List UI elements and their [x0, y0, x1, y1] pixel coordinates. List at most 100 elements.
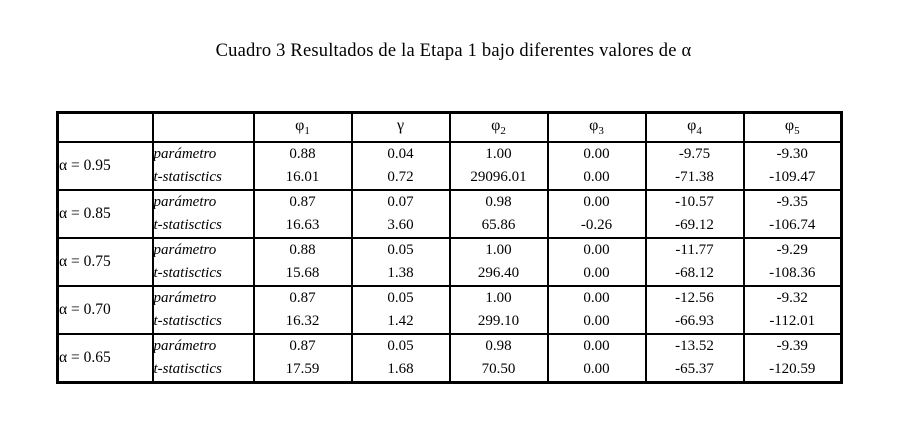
value-cell: 299.10: [448, 310, 549, 334]
alpha-label: α = 0.65: [56, 333, 154, 383]
header-cell-gamma: γ: [350, 112, 451, 143]
table-row: α = 0.85 parámetro 0.87 0.07 0.98 0.00 -…: [56, 189, 843, 238]
value-cell: 0.00: [546, 189, 647, 214]
row-label-parametro: parámetro: [151, 333, 255, 358]
value-cell: 0.00: [546, 333, 647, 358]
value-cell: 0.72: [350, 166, 451, 190]
value-cell: -112.01: [742, 310, 843, 334]
phi2-symbol: φ: [491, 117, 501, 135]
table-header-row: φ1 γ φ2 φ3 φ4 φ5: [56, 112, 843, 143]
phi1-subscript: 1: [304, 125, 310, 138]
value-cell: 296.40: [448, 262, 549, 286]
value-cell: 1.00: [448, 285, 549, 310]
value-cell: 0.87: [252, 189, 353, 214]
value-cell: -65.37: [644, 358, 745, 383]
results-table: φ1 γ φ2 φ3 φ4 φ5 α = 0.95 parámetro 0.88…: [56, 111, 843, 384]
value-cell: 1.00: [448, 237, 549, 262]
phi5-symbol: φ: [784, 117, 795, 135]
value-cell: -9.35: [742, 189, 843, 214]
value-cell: 16.63: [252, 214, 353, 238]
value-cell: 0.00: [546, 285, 647, 310]
value-cell: -13.52: [644, 333, 745, 358]
value-cell: 0.98: [448, 333, 549, 358]
value-cell: -10.57: [644, 189, 745, 214]
phi2-subscript: 2: [500, 125, 506, 138]
table-row: α = 0.75 parámetro 0.88 0.05 1.00 0.00 -…: [56, 237, 843, 286]
value-cell: 16.01: [252, 166, 353, 190]
alpha-label: α = 0.70: [56, 285, 154, 334]
alpha-label: α = 0.75: [56, 237, 154, 286]
table-row: α = 0.95 parámetro 0.88 0.04 1.00 0.00 -…: [56, 141, 843, 190]
table-row: t-statisctics 16.32 1.42 299.10 0.00 -66…: [58, 310, 843, 334]
row-label-parametro: parámetro: [151, 189, 255, 214]
value-cell: 15.68: [252, 262, 353, 286]
value-cell: 0.00: [546, 262, 647, 286]
value-cell: 0.05: [350, 237, 451, 262]
header-cell-phi5: φ5: [742, 112, 843, 143]
value-cell: 17.59: [252, 358, 353, 383]
value-cell: 0.88: [252, 237, 353, 262]
value-cell: 1.42: [350, 310, 451, 334]
value-cell: -106.74: [742, 214, 843, 238]
phi1-symbol: φ: [295, 117, 305, 135]
row-label-parametro: parámetro: [151, 141, 255, 166]
value-cell: -71.38: [644, 166, 745, 190]
value-cell: -9.29: [742, 237, 843, 262]
value-cell: 16.32: [252, 310, 353, 334]
value-cell: 0.00: [546, 141, 647, 166]
value-cell: 0.87: [252, 333, 353, 358]
header-cell-phi1: φ1: [252, 112, 353, 143]
value-cell: 1.68: [350, 358, 451, 383]
phi4-subscript: 4: [696, 125, 702, 138]
value-cell: -68.12: [644, 262, 745, 286]
header-cell-phi2: φ2: [448, 112, 549, 143]
header-cell-phi4: φ4: [644, 112, 745, 143]
table-row: t-statisctics 15.68 1.38 296.40 0.00 -68…: [58, 262, 843, 286]
row-label-tstatistics: t-statisctics: [151, 262, 255, 286]
row-label-tstatistics: t-statisctics: [151, 358, 255, 383]
value-cell: -9.75: [644, 141, 745, 166]
header-cell-empty-alpha: [56, 112, 154, 143]
value-cell: 0.88: [252, 141, 353, 166]
value-cell: 0.04: [350, 141, 451, 166]
value-cell: 0.05: [350, 285, 451, 310]
table-row: t-statisctics 16.63 3.60 65.86 -0.26 -69…: [58, 214, 843, 238]
value-cell: -66.93: [644, 310, 745, 334]
value-cell: 0.00: [546, 237, 647, 262]
alpha-label: α = 0.85: [56, 189, 154, 238]
table-row: α = 0.70 parámetro 0.87 0.05 1.00 0.00 -…: [56, 285, 843, 334]
value-cell: 70.50: [448, 358, 549, 383]
value-cell: -120.59: [742, 358, 843, 383]
header-cell-empty-label: [151, 112, 255, 143]
value-cell: 0.00: [546, 310, 647, 334]
value-cell: 1.00: [448, 141, 549, 166]
gamma-symbol: γ: [396, 117, 405, 135]
value-cell: -9.32: [742, 285, 843, 310]
page-title: Cuadro 3 Resultados de la Etapa 1 bajo d…: [215, 41, 692, 61]
value-cell: -9.30: [742, 141, 843, 166]
table-row: α = 0.65 parámetro 0.87 0.05 0.98 0.00 -…: [56, 333, 843, 383]
value-cell: -11.77: [644, 237, 745, 262]
row-label-tstatistics: t-statisctics: [151, 214, 255, 238]
value-cell: -12.56: [644, 285, 745, 310]
value-cell: -9.39: [742, 333, 843, 358]
value-cell: 0.05: [350, 333, 451, 358]
value-cell: 0.98: [448, 189, 549, 214]
row-label-tstatistics: t-statisctics: [151, 166, 255, 190]
row-label-tstatistics: t-statisctics: [151, 310, 255, 334]
phi5-subscript: 5: [794, 125, 800, 138]
value-cell: 3.60: [350, 214, 451, 238]
row-label-parametro: parámetro: [151, 285, 255, 310]
value-cell: 1.38: [350, 262, 451, 286]
value-cell: 0.87: [252, 285, 353, 310]
value-cell: -109.47: [742, 166, 843, 190]
value-cell: 0.00: [546, 358, 647, 383]
phi4-symbol: φ: [687, 117, 697, 135]
row-label-parametro: parámetro: [151, 237, 255, 262]
table-row: t-statisctics 17.59 1.68 70.50 0.00 -65.…: [58, 358, 843, 383]
value-cell: 29096.01: [448, 166, 549, 190]
header-cell-phi3: φ3: [546, 112, 647, 143]
alpha-label: α = 0.95: [56, 141, 154, 190]
phi3-symbol: φ: [589, 117, 599, 135]
